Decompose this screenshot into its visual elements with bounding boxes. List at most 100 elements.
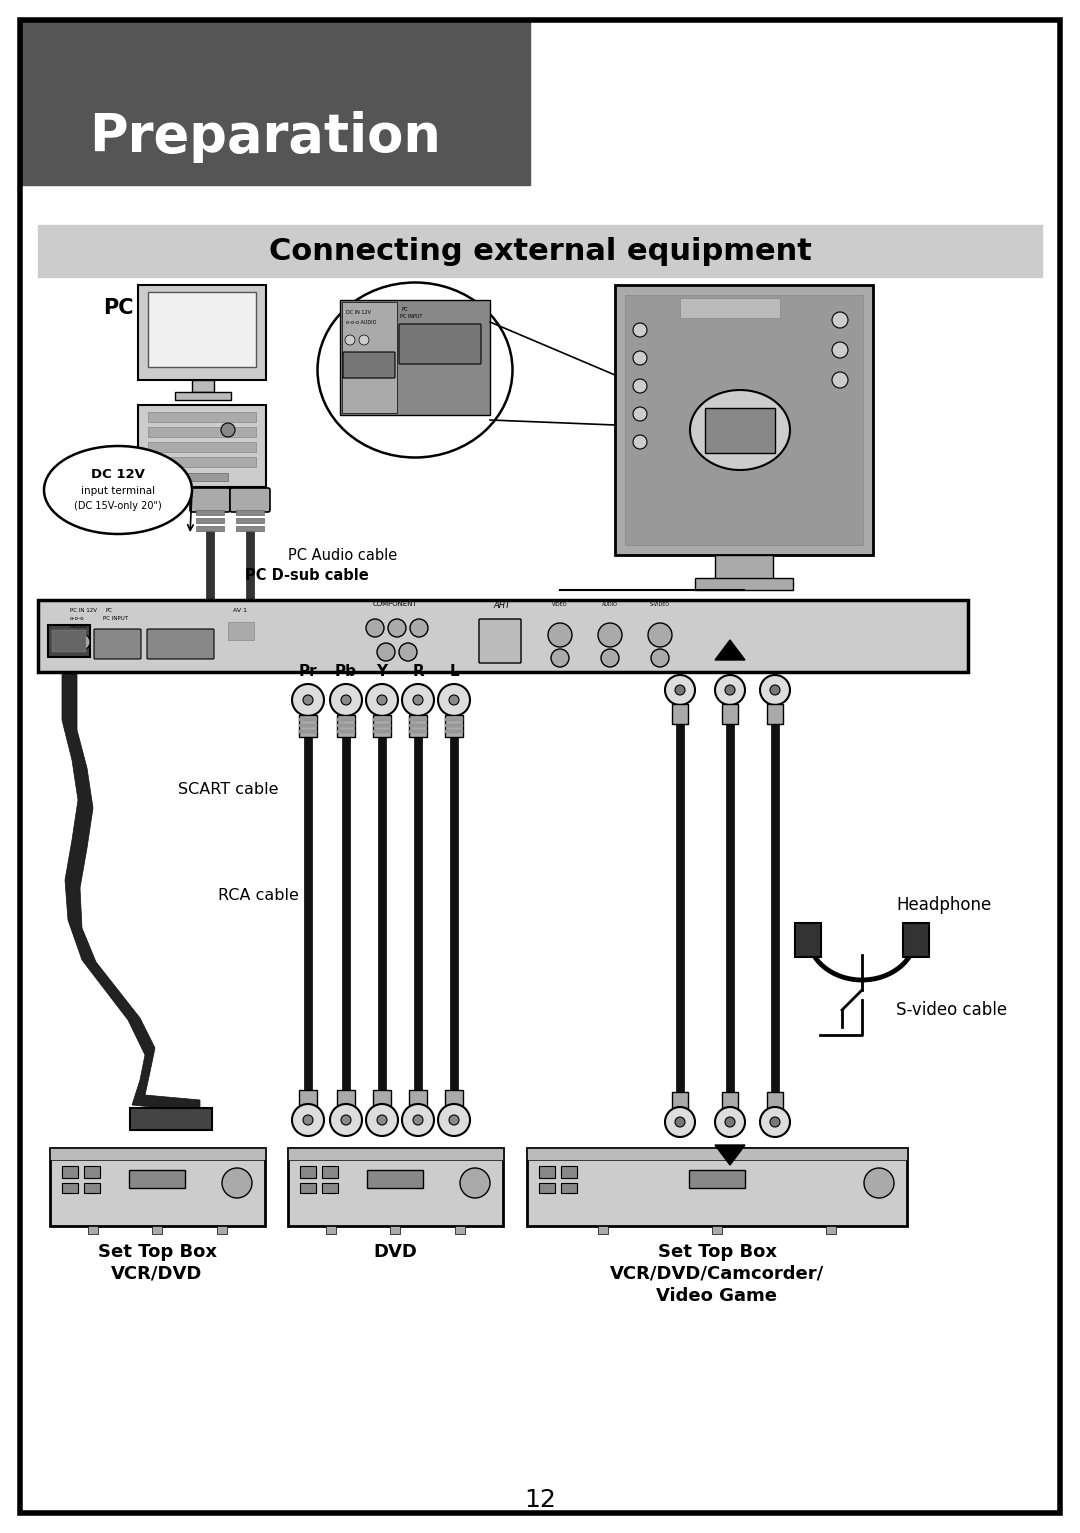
Bar <box>705 408 775 452</box>
Bar <box>527 1148 907 1226</box>
Circle shape <box>330 684 362 716</box>
FancyBboxPatch shape <box>147 629 214 659</box>
Circle shape <box>760 675 789 705</box>
Text: VCR/DVD/Camcorder/: VCR/DVD/Camcorder/ <box>610 1265 824 1283</box>
Circle shape <box>460 1168 490 1197</box>
Circle shape <box>770 685 780 694</box>
Bar <box>237 526 264 530</box>
Polygon shape <box>715 1145 745 1165</box>
Bar <box>445 724 463 727</box>
Circle shape <box>551 648 569 667</box>
Circle shape <box>341 694 351 705</box>
Bar <box>561 1167 577 1177</box>
Text: Set Top Box: Set Top Box <box>97 1243 216 1262</box>
Bar <box>615 285 873 555</box>
Circle shape <box>548 622 572 647</box>
Text: AUDIO: AUDIO <box>602 602 618 607</box>
Text: AUDIO: AUDIO <box>70 624 87 629</box>
Bar <box>367 1170 423 1188</box>
Bar <box>712 1226 723 1234</box>
Circle shape <box>675 1118 685 1127</box>
Circle shape <box>633 406 647 422</box>
Bar <box>373 724 391 727</box>
FancyBboxPatch shape <box>343 353 395 379</box>
Text: Video Game: Video Game <box>657 1288 778 1305</box>
Bar <box>138 405 266 487</box>
Bar <box>195 510 224 515</box>
Bar <box>723 1091 738 1114</box>
Text: SCART cable: SCART cable <box>178 782 279 797</box>
Bar <box>409 1090 427 1111</box>
Bar <box>767 1091 783 1114</box>
Bar <box>288 1148 503 1226</box>
Bar <box>795 923 821 957</box>
Bar <box>337 730 355 733</box>
Circle shape <box>770 1118 780 1127</box>
Bar <box>148 291 256 366</box>
Circle shape <box>402 1104 434 1136</box>
Bar <box>84 1167 100 1177</box>
Bar <box>373 714 391 737</box>
Text: Preparation: Preparation <box>89 110 441 162</box>
Bar <box>62 1167 78 1177</box>
Circle shape <box>449 694 459 705</box>
Circle shape <box>715 1107 745 1137</box>
Bar <box>148 442 256 452</box>
Ellipse shape <box>690 389 789 471</box>
Circle shape <box>359 336 369 345</box>
Bar <box>322 1167 338 1177</box>
Circle shape <box>413 694 423 705</box>
Bar <box>373 1090 391 1111</box>
Bar <box>195 526 224 530</box>
Circle shape <box>665 1107 696 1137</box>
Text: COMPONENT: COMPONENT <box>373 601 417 607</box>
Bar <box>445 714 463 737</box>
Bar <box>326 1226 336 1234</box>
Bar <box>175 392 231 400</box>
Bar <box>87 1226 98 1234</box>
FancyBboxPatch shape <box>230 487 270 512</box>
Bar <box>373 717 391 721</box>
Circle shape <box>665 675 696 705</box>
Bar <box>409 717 427 721</box>
Text: DVD: DVD <box>373 1243 417 1262</box>
Bar <box>455 1226 465 1234</box>
Bar <box>21 20 530 185</box>
Bar <box>337 724 355 727</box>
Text: VIDEO: VIDEO <box>552 602 568 607</box>
Circle shape <box>366 619 384 638</box>
Text: PC: PC <box>402 307 408 313</box>
Text: PC Audio cable: PC Audio cable <box>288 547 397 563</box>
Text: o-o-o: o-o-o <box>70 616 84 621</box>
Bar <box>228 622 254 639</box>
Bar <box>409 730 427 733</box>
Bar <box>152 1226 162 1234</box>
Circle shape <box>345 336 355 345</box>
Bar <box>715 555 773 579</box>
Circle shape <box>366 684 399 716</box>
Text: PC: PC <box>105 609 112 613</box>
Bar <box>527 1148 907 1160</box>
Bar <box>676 724 684 1099</box>
Bar <box>300 1183 316 1193</box>
Text: AHT: AHT <box>494 601 511 610</box>
Text: Y: Y <box>377 664 388 679</box>
Circle shape <box>303 694 313 705</box>
Bar <box>689 1170 745 1188</box>
Bar <box>340 300 490 415</box>
Bar <box>148 428 256 437</box>
Bar <box>672 704 688 724</box>
Bar <box>561 1183 577 1193</box>
Circle shape <box>221 423 235 437</box>
Bar <box>148 457 256 468</box>
Text: Set Top Box: Set Top Box <box>658 1243 777 1262</box>
Text: o-o-o AUDIO: o-o-o AUDIO <box>346 320 376 325</box>
Ellipse shape <box>44 446 192 533</box>
Bar <box>299 717 318 721</box>
Bar <box>322 1183 338 1193</box>
Bar <box>299 1090 318 1111</box>
Text: DC IN 12V: DC IN 12V <box>346 310 372 314</box>
FancyBboxPatch shape <box>190 487 230 512</box>
Bar <box>696 578 793 590</box>
Bar <box>409 724 427 727</box>
